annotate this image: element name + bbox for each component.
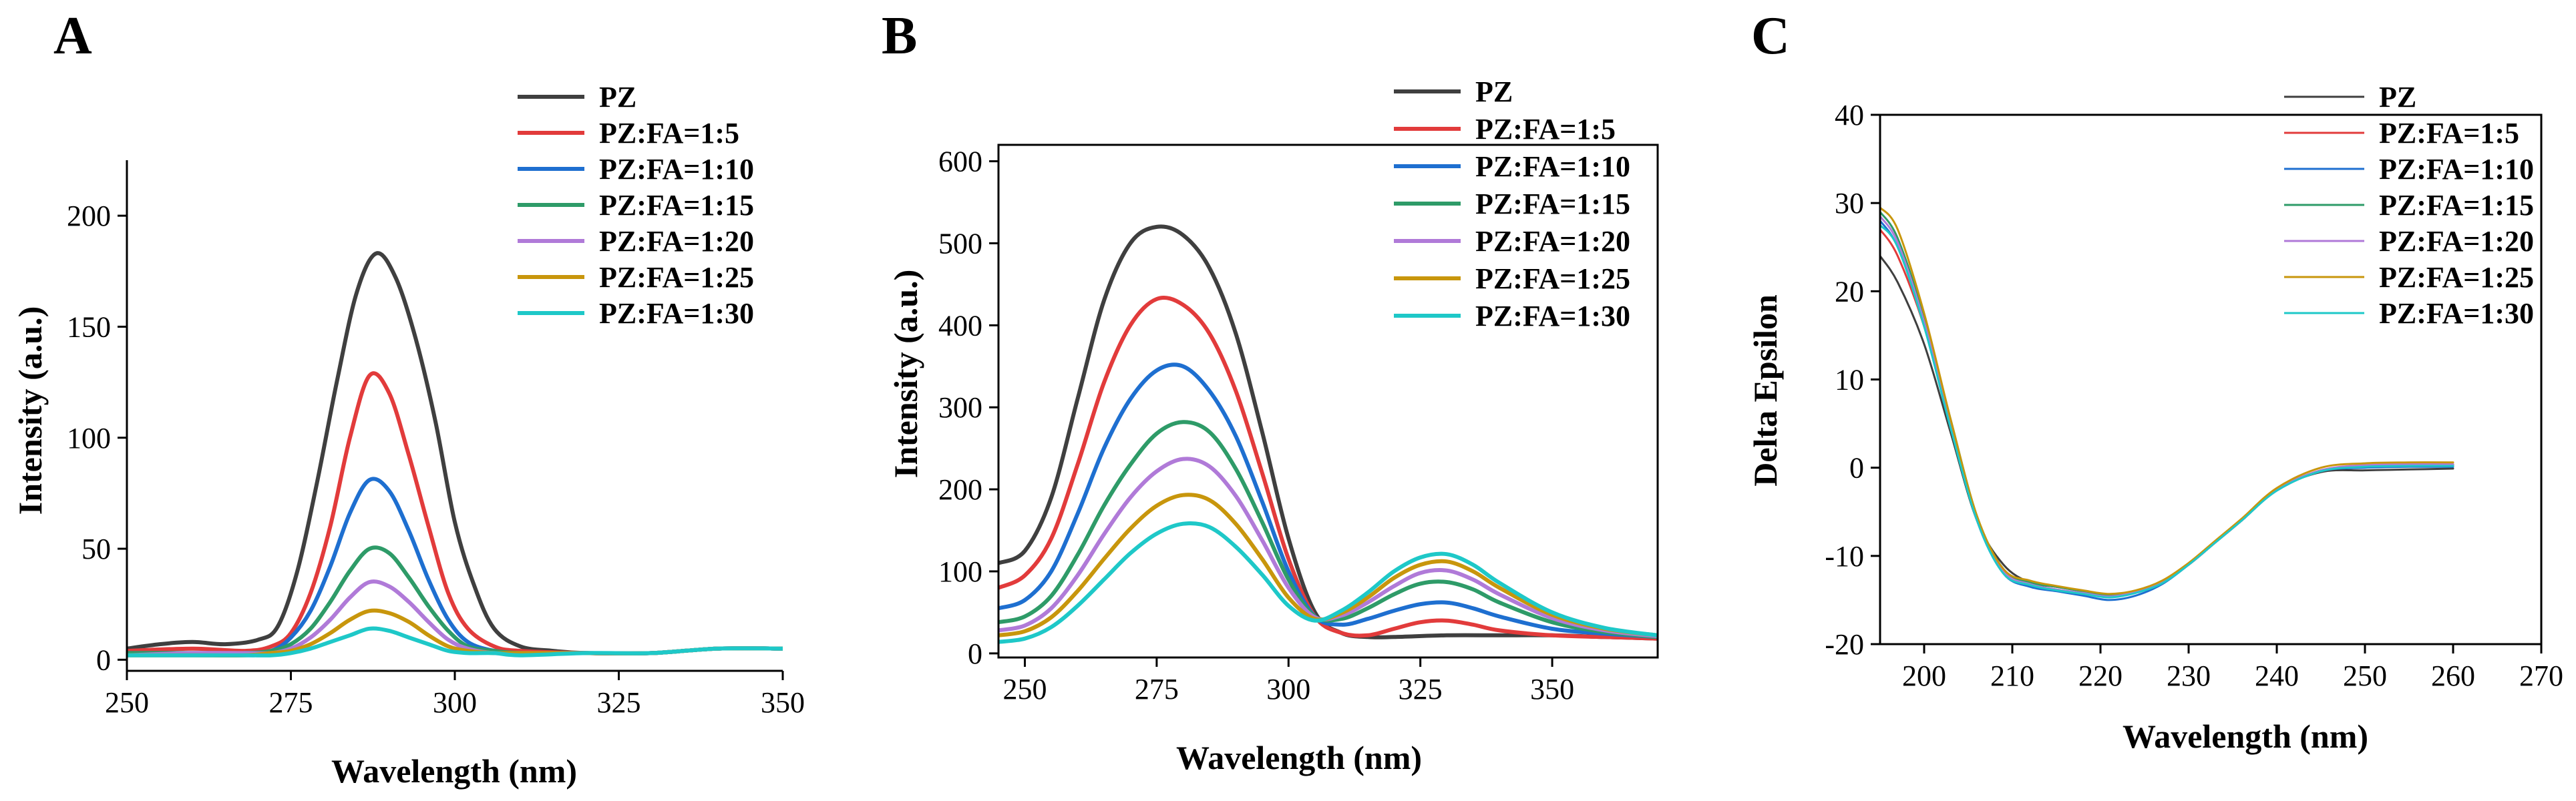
legend-label-c-4: PZ:FA=1:20 (2379, 225, 2534, 258)
x-tick-label-b-0: 250 (1002, 673, 1047, 706)
y-tick-label-a-2: 100 (67, 422, 111, 455)
x-tick-label-c-7: 270 (2519, 659, 2563, 692)
y-tick-label-b-5: 500 (938, 227, 982, 260)
y-tick-label-b-6: 600 (938, 146, 982, 178)
x-tick-label-b-1: 275 (1135, 673, 1179, 706)
legend-label-b-5: PZ:FA=1:25 (1475, 262, 1630, 295)
axes-b: 250 275 300 325 350 0 100 200 300 400 500 600 (938, 144, 1659, 706)
panel-c: C 200 210 220 230 240 250 260 270 -20 -10 0 10 20 30 4… (1746, 7, 2563, 755)
y-tick-label-a-0: 0 (96, 643, 111, 676)
series-line-b-4 (998, 457, 1658, 639)
axes-c: 200 210 220 230 240 250 260 270 -20 -10 0 10 20 30 40 (1825, 99, 2563, 692)
series-line-a-6 (127, 626, 783, 657)
legend-label-b-4: PZ:FA=1:20 (1475, 225, 1630, 258)
series-line-a-3 (127, 545, 783, 655)
legend-label-b-1: PZ:FA=1:5 (1475, 113, 1616, 146)
plot-area-c (1880, 206, 2454, 601)
legend-label-a-2: PZ:FA=1:10 (599, 153, 754, 186)
x-tick-label-b-4: 350 (1530, 673, 1574, 706)
x-tick-label-c-3: 230 (2167, 659, 2211, 692)
series-line-c-0 (1880, 255, 2454, 597)
legend-label-b-0: PZ (1475, 75, 1513, 108)
y-tick-label-c-5: 30 (1835, 187, 1864, 220)
series-line-c-6 (1880, 224, 2454, 599)
panel-letter-a: A (53, 7, 92, 65)
y-tick-label-c-0: -20 (1825, 628, 1864, 661)
legend-label-c-5: PZ:FA=1:25 (2379, 261, 2534, 294)
x-axis-title-b: Wavelength (nm) (1176, 739, 1422, 776)
series-line-c-3 (1880, 210, 2454, 597)
y-tick-label-c-6: 40 (1835, 99, 1864, 131)
y-tick-label-b-1: 100 (938, 555, 982, 588)
x-tick-label-b-2: 300 (1266, 673, 1310, 706)
legend-c: PZPZ:FA=1:5PZ:FA=1:10PZ:FA=1:15PZ:FA=1:2… (2284, 81, 2534, 330)
y-tick-label-b-2: 200 (938, 473, 982, 506)
y-tick-label-b-0: 0 (968, 637, 982, 670)
axes-frame-b (997, 144, 1659, 659)
series-line-a-2 (127, 477, 783, 655)
legend-label-a-1: PZ:FA=1:5 (599, 117, 739, 150)
plot-area-a (127, 251, 783, 657)
legend-label-c-3: PZ:FA=1:15 (2379, 189, 2534, 222)
legend-label-c-2: PZ:FA=1:10 (2379, 153, 2534, 186)
x-tick-label-a-0: 250 (105, 686, 149, 719)
y-tick-label-a-1: 50 (81, 533, 111, 565)
legend-label-a-3: PZ:FA=1:15 (599, 189, 754, 222)
legend-label-c-0: PZ (2379, 81, 2416, 113)
y-axis-title-b: Intensity (a.u.) (887, 270, 924, 479)
series-line-b-6 (998, 521, 1658, 644)
x-tick-label-a-3: 325 (597, 686, 641, 719)
series-line-b-0 (998, 224, 1658, 641)
legend-label-a-6: PZ:FA=1:30 (599, 297, 754, 330)
legend-label-b-3: PZ:FA=1:15 (1475, 188, 1630, 220)
y-tick-label-c-3: 10 (1835, 364, 1864, 396)
y-axis-title-a: Intensity (a.u.) (11, 306, 49, 515)
y-tick-label-b-3: 300 (938, 391, 982, 424)
series-line-b-3 (998, 420, 1658, 639)
x-tick-label-c-0: 200 (1902, 659, 1946, 692)
x-axis-title-a: Wavelength (nm) (331, 752, 577, 790)
panel-letter-b: B (882, 7, 917, 65)
x-axis-title-c: Wavelength (nm) (2123, 718, 2368, 755)
x-tick-label-b-3: 325 (1399, 673, 1443, 706)
series-line-c-4 (1880, 215, 2454, 598)
series-line-b-2 (998, 362, 1658, 639)
axes-a: 250 275 300 325 350 0 50 100 150 200 (67, 160, 805, 719)
x-tick-label-a-1: 275 (269, 686, 313, 719)
x-tick-label-c-5: 250 (2343, 659, 2387, 692)
panel-a: A 250 275 300 325 350 0 50 100 150 200 PZ PZ:FA=1:… (11, 7, 805, 790)
legend-label-c-1: PZ:FA=1:5 (2379, 117, 2519, 150)
legend-label-a-5: PZ:FA=1:25 (599, 261, 754, 294)
series-line-b-5 (998, 493, 1658, 637)
x-tick-label-c-2: 220 (2078, 659, 2123, 692)
series-line-b-1 (998, 295, 1658, 641)
legend-label-a-0: PZ (599, 81, 636, 113)
legend-label-b-6: PZ:FA=1:30 (1475, 300, 1630, 332)
legend-label-a-4: PZ:FA=1:20 (599, 225, 754, 258)
panel-letter-c: C (1751, 7, 1790, 65)
x-tick-label-c-6: 260 (2431, 659, 2475, 692)
y-tick-label-a-3: 150 (67, 310, 111, 343)
legend-b: PZ PZ:FA=1:5 PZ:FA=1:10 PZ:FA=1:15 PZ:FA=1:2… (1394, 75, 1630, 332)
y-tick-label-c-2: 0 (1849, 452, 1864, 485)
x-tick-label-c-4: 240 (2255, 659, 2299, 692)
y-tick-label-b-4: 400 (938, 309, 982, 342)
series-line-c-1 (1880, 228, 2454, 597)
x-tick-label-c-1: 210 (1990, 659, 2034, 692)
y-tick-label-c-4: 20 (1835, 275, 1864, 308)
series-line-c-2 (1880, 220, 2454, 601)
x-tick-label-a-2: 300 (433, 686, 477, 719)
legend-label-b-2: PZ:FA=1:10 (1475, 150, 1630, 183)
legend-a: PZPZ:FA=1:5PZ:FA=1:10PZ:FA=1:15PZ:FA=1:2… (518, 81, 754, 330)
legend-label-c-6: PZ:FA=1:30 (2379, 297, 2534, 330)
series-line-c-5 (1880, 206, 2454, 595)
x-tick-label-a-4: 350 (761, 686, 805, 719)
y-tick-label-a-4: 200 (67, 200, 111, 232)
plot-area-b (998, 224, 1658, 644)
y-tick-label-c-1: -10 (1825, 540, 1864, 573)
y-axis-title-c: Delta Epsilon (1746, 294, 1784, 487)
